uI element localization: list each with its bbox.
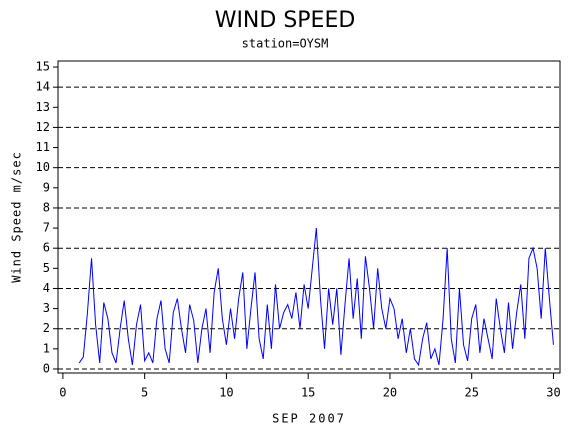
y-tick-label: 14 <box>36 80 50 94</box>
x-axis-label: SEP 2007 <box>272 412 346 426</box>
y-tick-label: 15 <box>36 60 50 74</box>
x-tick-label: 20 <box>383 386 397 400</box>
y-tick-label: 6 <box>43 241 50 255</box>
y-tick-label: 10 <box>36 160 50 174</box>
y-tick-label: 7 <box>43 221 50 235</box>
x-tick-label: 5 <box>141 386 148 400</box>
y-tick-label: 12 <box>36 120 50 134</box>
y-tick-label: 0 <box>43 361 50 375</box>
x-tick-label: 30 <box>546 386 560 400</box>
y-tick-label: 9 <box>43 180 50 194</box>
y-axis-label: Wind Speed m/sec <box>10 151 24 283</box>
y-tick-label: 11 <box>36 140 50 154</box>
chart-subtitle: station=OYSM <box>242 37 329 51</box>
x-tick-label: 10 <box>219 386 233 400</box>
x-tick-label: 25 <box>464 386 478 400</box>
x-tick-label: 15 <box>301 386 315 400</box>
data-line <box>78 228 554 367</box>
chart-title: WIND SPEED <box>215 8 356 33</box>
plot-frame <box>57 60 561 374</box>
y-tick-label: 1 <box>43 341 50 355</box>
y-tick-label: 13 <box>36 100 50 114</box>
y-tick-label: 3 <box>43 301 50 315</box>
y-tick-label: 8 <box>43 200 50 214</box>
y-tick-label: 5 <box>43 261 50 275</box>
x-tick-label: 0 <box>59 386 66 400</box>
y-tick-label: 4 <box>43 281 50 295</box>
y-tick-label: 2 <box>43 321 50 335</box>
